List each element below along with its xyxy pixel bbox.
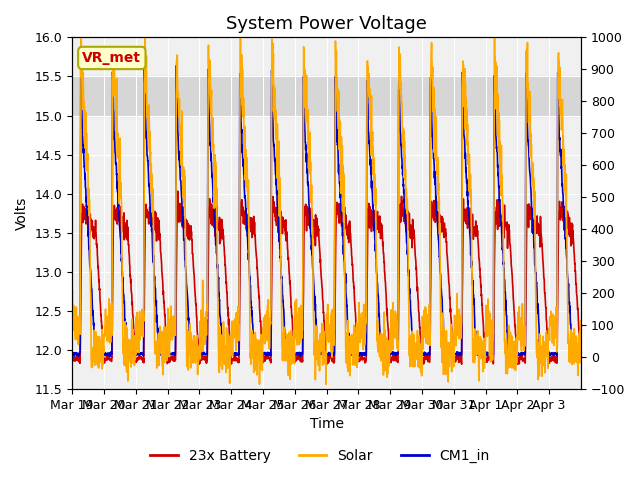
Line: 23x Battery: 23x Battery — [72, 191, 581, 365]
Solar — [357, 323, 365, 328]
23x Battery — [323, 362, 330, 368]
23x Battery — [480, 334, 488, 339]
CM1_in — [357, 352, 365, 358]
Solar — [68, 300, 76, 306]
23x Battery — [229, 357, 237, 363]
Solar — [570, 361, 578, 367]
CM1_in — [119, 275, 127, 281]
Solar — [229, 331, 237, 337]
Line: CM1_in: CM1_in — [72, 65, 581, 357]
23x Battery — [509, 278, 516, 284]
CM1_in — [314, 354, 321, 360]
Solar — [491, 23, 499, 29]
Legend: 23x Battery, Solar, CM1_in: 23x Battery, Solar, CM1_in — [145, 443, 495, 468]
Y-axis label: Volts: Volts — [15, 196, 29, 230]
23x Battery — [570, 249, 578, 255]
23x Battery — [68, 358, 76, 364]
Solar — [119, 345, 127, 350]
23x Battery — [577, 359, 585, 364]
Line: Solar: Solar — [72, 26, 581, 384]
Text: VR_met: VR_met — [83, 51, 141, 65]
Solar — [323, 382, 330, 387]
23x Battery — [357, 354, 365, 360]
Solar — [479, 351, 487, 357]
Solar — [509, 346, 516, 351]
CM1_in — [577, 350, 585, 356]
23x Battery — [174, 188, 182, 194]
23x Battery — [119, 227, 127, 232]
Bar — [72, 76, 581, 116]
CM1_in — [522, 62, 530, 68]
CM1_in — [229, 351, 237, 357]
Title: System Power Voltage: System Power Voltage — [226, 15, 427, 33]
CM1_in — [68, 350, 76, 356]
Solar — [577, 318, 585, 324]
CM1_in — [508, 352, 516, 358]
CM1_in — [570, 351, 578, 357]
CM1_in — [479, 351, 487, 357]
X-axis label: Time: Time — [310, 418, 344, 432]
